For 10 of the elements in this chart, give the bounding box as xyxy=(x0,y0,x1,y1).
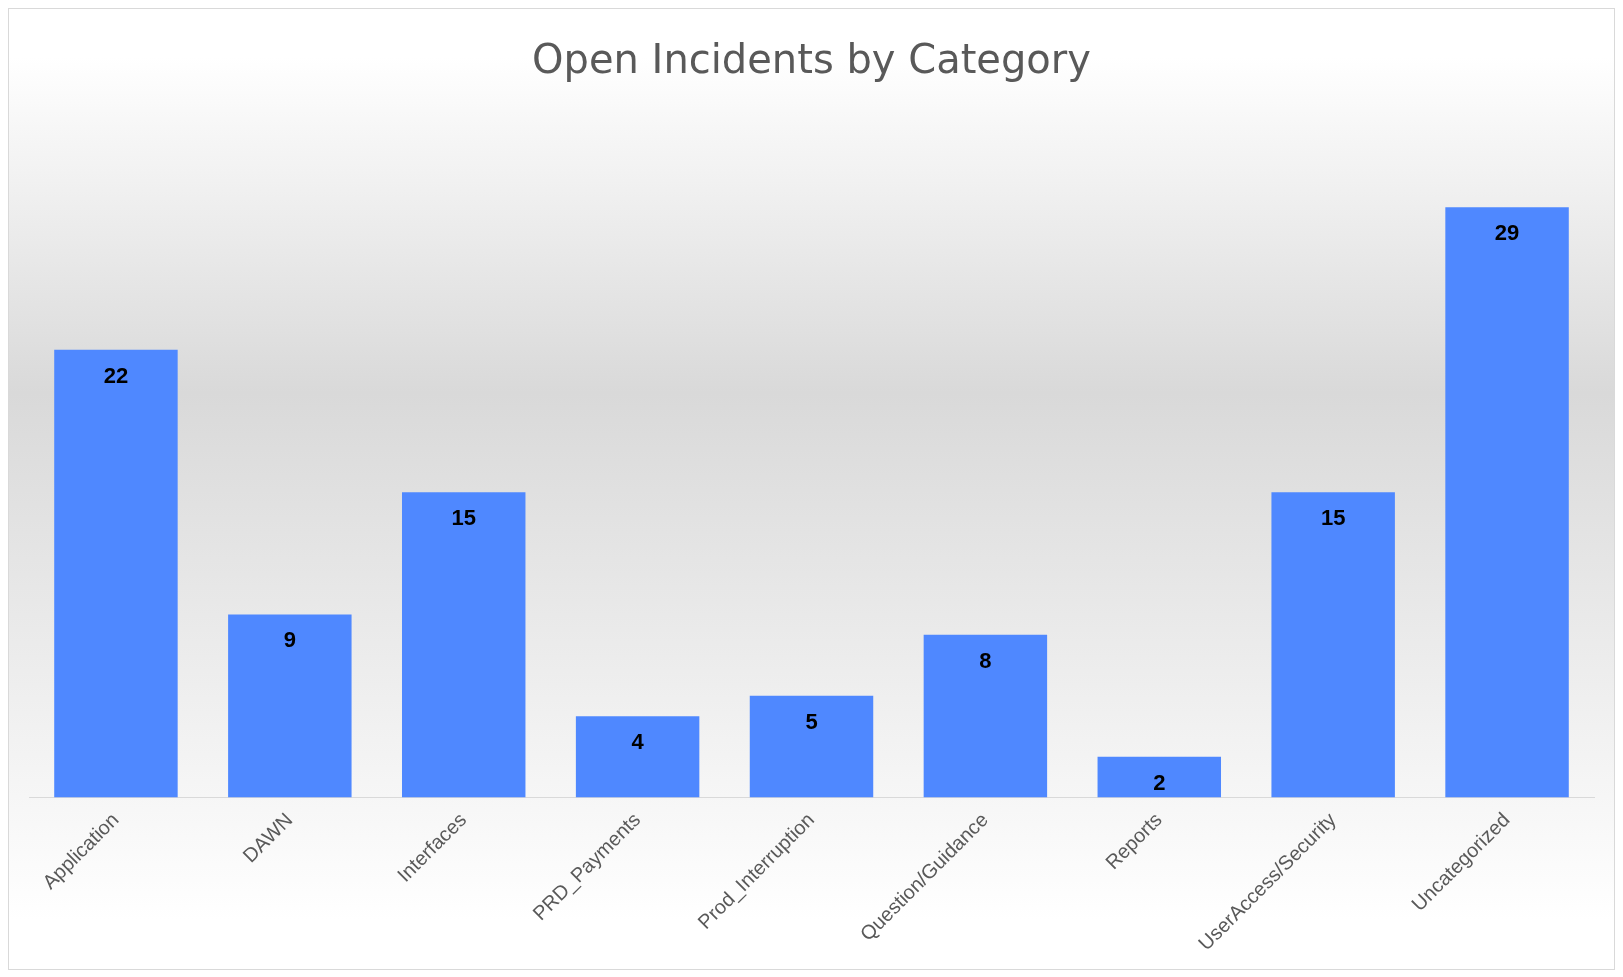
chart-title: Open Incidents by Category xyxy=(532,36,1091,83)
data-label: 9 xyxy=(283,627,296,653)
data-label: 15 xyxy=(451,505,476,531)
data-label: 4 xyxy=(631,729,645,755)
data-label: 2 xyxy=(1153,769,1166,795)
data-label: 15 xyxy=(1320,505,1346,531)
data-label: 5 xyxy=(805,708,818,734)
data-label: 22 xyxy=(103,362,129,388)
data-label: 29 xyxy=(1494,220,1520,246)
data-label: 8 xyxy=(979,647,992,673)
